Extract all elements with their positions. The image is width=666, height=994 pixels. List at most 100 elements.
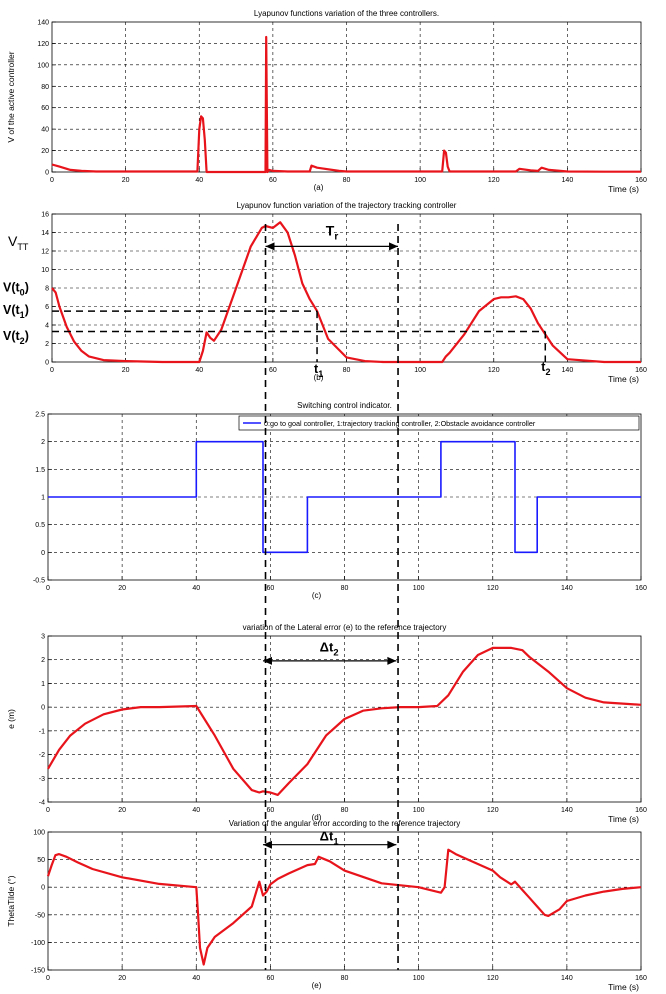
x-tick-label: 160 [635, 177, 647, 184]
x-tick-label: 60 [269, 177, 277, 184]
x-tick-label: 20 [118, 585, 126, 592]
y-axis-label: V of the active controller [6, 51, 16, 142]
y-tick-label: 50 [37, 857, 45, 864]
x-tick-label: 80 [341, 807, 349, 814]
chart-panel-d: 0 20 40 60 80 100 120 140 160 -4 -3 -2 -1 0 1 2 3 variati… [6, 623, 647, 824]
arrow-head [387, 840, 397, 849]
y-tick-label: 3 [41, 634, 45, 641]
x-tick-label: 160 [635, 585, 647, 592]
x-tick-label: 60 [269, 367, 277, 374]
y-tick-label: 2.5 [35, 412, 45, 419]
y-axis-label: ThetaTilde (°) [6, 875, 16, 926]
y-tick-label: -50 [35, 912, 45, 919]
y-tick-label: -100 [31, 940, 45, 947]
x-tick-label: 100 [414, 177, 426, 184]
y-tick-label: 4 [45, 323, 49, 330]
panel-caption: (e) [312, 981, 322, 990]
panel-caption: (a) [314, 183, 324, 192]
chart-panel-a: 0 20 40 60 80 100 120 140 160 0 20 40 60 80 100 120 140 L… [6, 9, 647, 194]
x-tick-label: 80 [341, 585, 349, 592]
x-tick-label: 80 [343, 177, 351, 184]
arrow-head [265, 242, 275, 251]
y-tick-label: 0.5 [35, 522, 45, 529]
x-tick-label: 140 [562, 367, 574, 374]
dt2-label: Δt2 [320, 639, 339, 657]
v-t0-label: V(t0) [3, 281, 29, 298]
x-axis-label: Time (s) [608, 374, 639, 384]
y-tick-label: 0 [41, 550, 45, 557]
x-tick-label: 20 [122, 367, 130, 374]
x-tick-label: 0 [46, 807, 50, 814]
y-tick-label: 120 [37, 41, 49, 48]
y-axis-label: VTT [8, 233, 29, 252]
x-tick-label: 100 [413, 807, 425, 814]
y-tick-label: 16 [41, 212, 49, 219]
tr-arrow [265, 242, 399, 251]
x-tick-label: 60 [266, 585, 274, 592]
t1-label: t1 [314, 362, 323, 379]
x-tick-label: 120 [487, 585, 499, 592]
panel-caption: (b) [314, 373, 324, 382]
x-tick-label: 0 [50, 177, 54, 184]
x-tick-label: 40 [195, 177, 203, 184]
x-tick-label: 0 [46, 975, 50, 982]
x-tick-label: 100 [413, 585, 425, 592]
x-tick-label: 60 [266, 807, 274, 814]
chart-title: Variation of the angular error according… [229, 819, 461, 828]
x-tick-label: 160 [635, 975, 647, 982]
x-tick-label: 80 [343, 367, 351, 374]
series-line-0 [51, 221, 641, 364]
x-tick-label: 40 [192, 975, 200, 982]
arrow-head [387, 656, 397, 665]
x-tick-label: 120 [487, 807, 499, 814]
y-tick-label: 2 [41, 657, 45, 664]
y-tick-label: 0 [41, 885, 45, 892]
panel-caption: (c) [312, 591, 322, 600]
y-tick-label: -2 [39, 752, 45, 759]
x-tick-label: 40 [195, 367, 203, 374]
x-tick-label: 160 [635, 367, 647, 374]
dt1-arrow [262, 840, 397, 849]
series-line-0 [51, 35, 641, 174]
y-tick-label: 0 [45, 170, 49, 177]
x-tick-label: 60 [266, 975, 274, 982]
y-tick-label: 80 [41, 84, 49, 91]
chart-title: Lyapunov functions variation of the thre… [254, 9, 439, 18]
x-tick-label: 20 [118, 975, 126, 982]
y-tick-label: 2 [41, 439, 45, 446]
y-tick-label: 100 [37, 62, 49, 69]
y-tick-label: 8 [45, 286, 49, 293]
y-tick-label: -3 [39, 776, 45, 783]
series-line-0 [46, 848, 642, 966]
y-tick-label: 0 [45, 360, 49, 367]
dt1-label: Δt1 [320, 828, 339, 846]
y-tick-label: 14 [41, 230, 49, 237]
chart-panel-c: 0 20 40 60 80 100 120 140 160-0.500.511.522.5Swi… [33, 401, 647, 600]
x-tick-label: 120 [488, 177, 500, 184]
chart-title: Lyapunov function variation of the traje… [237, 201, 457, 210]
x-tick-label: 100 [414, 367, 426, 374]
x-tick-label: 120 [487, 975, 499, 982]
y-tick-label: 0 [41, 705, 45, 712]
y-tick-label: -4 [39, 800, 45, 807]
x-tick-label: 140 [561, 807, 573, 814]
y-tick-label: 6 [45, 304, 49, 311]
y-tick-label: -150 [31, 968, 45, 975]
y-tick-label: 2 [45, 341, 49, 348]
x-tick-label: 40 [192, 807, 200, 814]
arrow-head [262, 840, 272, 849]
x-tick-label: 140 [561, 975, 573, 982]
x-tick-label: 0 [50, 367, 54, 374]
y-tick-label: 20 [41, 148, 49, 155]
chart-panel-b: 0 20 40 60 80 100 120 140 160 0 2 4 6 8 10 12 14 16 Lyapun… [41, 201, 647, 384]
y-tick-label: 60 [41, 105, 49, 112]
chart-title: variation of the Lateral error (e) to th… [243, 623, 447, 632]
y-tick-label: -1 [39, 728, 45, 735]
y-tick-label: 40 [41, 127, 49, 134]
x-tick-label: 140 [561, 585, 573, 592]
x-tick-label: 140 [562, 177, 574, 184]
y-tick-label: 100 [33, 830, 45, 837]
y-tick-label: 1.5 [35, 467, 45, 474]
arrow-head [389, 242, 399, 251]
chart-panel-e: 0 20 40 60 80 100 120 140 160 -150 -100 -50 0 50 100 Va… [6, 819, 647, 992]
